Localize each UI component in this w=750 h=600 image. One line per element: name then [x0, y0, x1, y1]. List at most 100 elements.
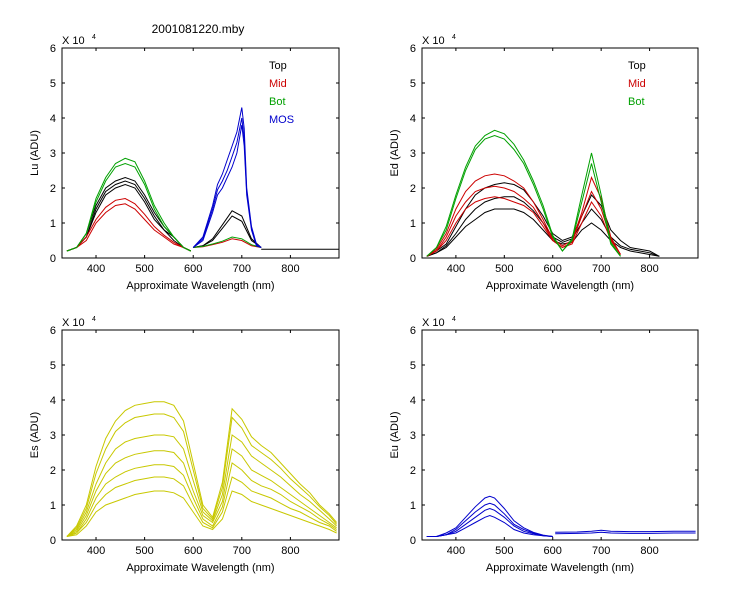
x-axis-label: Approximate Wavelength (nm): [486, 280, 634, 292]
x-tick-label: 400: [447, 263, 465, 275]
y-axis-label: Ed (ADU): [389, 129, 401, 176]
series-line-es: [66, 490, 337, 537]
x-tick-label: 400: [447, 545, 465, 557]
series-group: [66, 401, 337, 537]
series-line-es: [66, 401, 337, 537]
series-line-mid: [426, 185, 621, 257]
y-tick-label: 3: [410, 430, 416, 442]
x-tick-label: 600: [544, 263, 562, 275]
y-tick-label: 1: [50, 218, 56, 230]
plot-area: [61, 47, 340, 259]
legend-entry-bot: Bot: [269, 96, 286, 108]
y-tick-label: 1: [410, 218, 416, 230]
series-group: [426, 129, 660, 257]
y-tick-label: 0: [410, 253, 416, 265]
y-multiplier-label: X 10: [62, 317, 85, 329]
series-line-mid: [426, 196, 621, 257]
series-line-mos: [192, 117, 262, 248]
series-line-es: [66, 434, 337, 537]
series-line-eu: [555, 529, 696, 533]
legend-entry-mid: Mid: [628, 78, 646, 90]
y-tick-label: 6: [410, 43, 416, 55]
legend-entry-top: Top: [628, 60, 646, 72]
y-axis-label: Eu (ADU): [389, 411, 401, 458]
plot-area: [421, 329, 699, 541]
series-line-top: [426, 208, 660, 257]
series-line-top: [193, 210, 262, 248]
series-group: [66, 107, 339, 252]
series-line-eu: [555, 531, 696, 535]
y-tick-label: 3: [50, 430, 56, 442]
y-multiplier-label: X 10: [422, 35, 445, 47]
y-multiplier-exponent: 4: [452, 316, 456, 323]
chart-panel-top-right: 400 500 600 700 800 0 1 2 3 4 5 6 X 10 4 Approximate W…: [389, 34, 699, 292]
series-line-es: [66, 462, 337, 537]
y-tick-label: 0: [50, 535, 56, 547]
y-tick-label: 2: [50, 183, 56, 195]
legend-entry-bot: Bot: [628, 96, 645, 108]
series-line-bot: [66, 157, 192, 252]
y-tick-label: 0: [410, 535, 416, 547]
y-tick-label: 3: [50, 148, 56, 160]
x-axis-label: Approximate Wavelength (nm): [126, 562, 274, 574]
series-line-bot: [193, 236, 262, 248]
x-tick-label: 800: [640, 263, 658, 275]
y-multiplier-exponent: 4: [92, 34, 96, 41]
y-multiplier-exponent: 4: [92, 316, 96, 323]
x-tick-label: 800: [281, 263, 299, 275]
chart-panel-top-left: 400 500 600 700 800 0 1 2 3 4 5 6 X 10 4 Approximate W…: [29, 34, 340, 292]
series-line-mid: [66, 203, 192, 252]
y-tick-label: 6: [410, 325, 416, 337]
x-tick-label: 800: [281, 545, 299, 557]
plot-area: [421, 47, 699, 259]
x-tick-label: 400: [87, 263, 105, 275]
x-tick-label: 600: [184, 545, 202, 557]
y-tick-label: 1: [50, 500, 56, 512]
y-tick-label: 5: [410, 78, 416, 90]
series-line-eu: [426, 495, 553, 537]
x-axis-label: Approximate Wavelength (nm): [126, 280, 274, 292]
y-multiplier-exponent: 4: [452, 34, 456, 41]
series-line-es: [66, 413, 337, 537]
x-tick-label: 400: [87, 545, 105, 557]
y-axis-label: Es (ADU): [29, 412, 41, 458]
x-tick-label: 600: [544, 545, 562, 557]
x-tick-label: 700: [592, 545, 610, 557]
series-group: [426, 495, 696, 537]
y-tick-label: 1: [410, 500, 416, 512]
y-tick-label: 3: [410, 148, 416, 160]
legend-entry-mos: MOS: [269, 114, 294, 126]
series-line-es: [66, 476, 337, 537]
y-tick-label: 2: [410, 465, 416, 477]
y-tick-label: 0: [50, 253, 56, 265]
x-tick-label: 700: [233, 545, 251, 557]
y-tick-label: 5: [50, 360, 56, 372]
legend-entry-mid: Mid: [269, 78, 287, 90]
x-tick-label: 700: [233, 263, 251, 275]
x-tick-label: 500: [135, 545, 153, 557]
y-tick-label: 4: [410, 395, 416, 407]
y-tick-label: 4: [50, 395, 56, 407]
y-multiplier-label: X 10: [422, 317, 445, 329]
x-tick-label: 600: [184, 263, 202, 275]
x-tick-label: 700: [592, 263, 610, 275]
y-tick-label: 2: [410, 183, 416, 195]
y-multiplier-label: X 10: [62, 35, 85, 47]
y-tick-label: 2: [50, 465, 56, 477]
series-line-eu: [426, 502, 553, 537]
legend-entry-top: Top: [269, 60, 287, 72]
y-tick-label: 6: [50, 325, 56, 337]
y-tick-label: 5: [50, 78, 56, 90]
x-tick-label: 500: [495, 545, 513, 557]
x-tick-label: 500: [135, 263, 153, 275]
x-tick-label: 800: [640, 545, 658, 557]
series-line-mid: [66, 197, 192, 252]
series-line-eu: [426, 507, 553, 537]
series-line-es: [66, 448, 337, 537]
series-line-mid: [426, 173, 621, 257]
chart-panel-bottom-left: 400 500 600 700 800 0 1 2 3 4 5 6 X 10 4 Approximate W…: [29, 316, 340, 574]
y-tick-label: 4: [50, 113, 56, 125]
x-tick-label: 500: [495, 263, 513, 275]
